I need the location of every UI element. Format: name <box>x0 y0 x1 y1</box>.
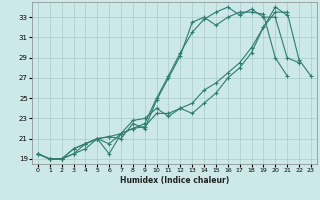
X-axis label: Humidex (Indice chaleur): Humidex (Indice chaleur) <box>120 176 229 185</box>
